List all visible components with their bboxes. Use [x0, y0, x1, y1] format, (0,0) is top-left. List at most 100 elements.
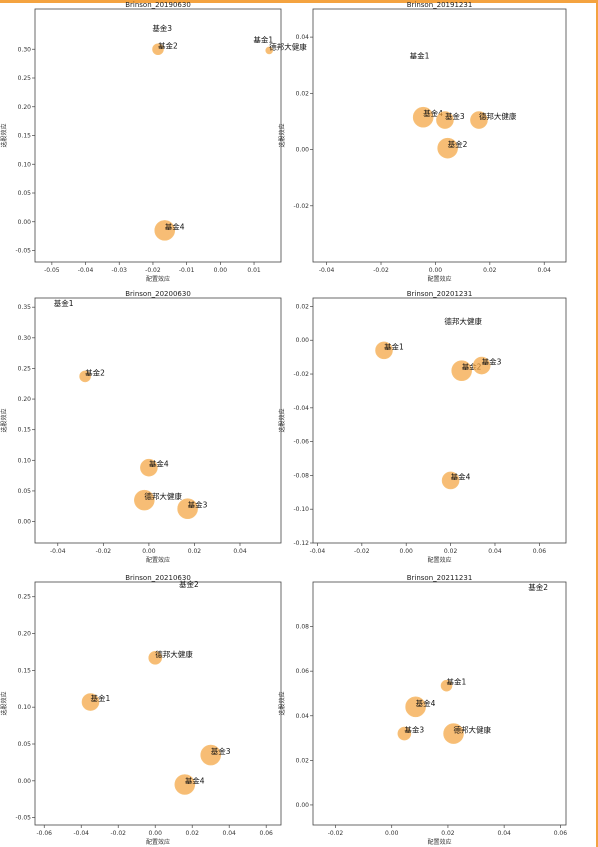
data-point — [441, 471, 460, 490]
data-point-label: 基金1 — [90, 693, 110, 703]
chart-title: Brinson_20210630 — [125, 574, 191, 582]
y-axis-label: 选股效应 — [0, 123, 8, 147]
data-point-label: 基金4 — [451, 471, 471, 481]
y-tick-label: 0.00 — [18, 519, 32, 526]
plot-frame — [312, 297, 567, 544]
x-tick-label: -0.02 — [354, 548, 370, 555]
x-tick-label: 0.01 — [247, 267, 261, 274]
x-tick-label: -0.04 — [319, 267, 335, 274]
data-point-label: 德邦大健康 — [479, 111, 517, 121]
y-tick-label: -0.10 — [293, 506, 309, 513]
x-tick-label: 0.06 — [554, 830, 568, 837]
y-tick-label: 0.25 — [18, 594, 32, 601]
plot-frame — [34, 581, 282, 826]
x-tick-label: 0.00 — [214, 267, 228, 274]
y-tick-label: 0.15 — [18, 667, 32, 674]
x-tick-label: 0.04 — [223, 830, 237, 837]
right-border — [596, 0, 598, 847]
data-point — [405, 696, 426, 718]
chart-panel-4: Brinson_20201231 -0.04 -0.02 0.00 0.02 0.04 0.… — [278, 290, 567, 564]
x-tick-label: 0.04 — [233, 548, 247, 555]
data-point — [174, 774, 196, 795]
y-tick-label: 0.02 — [296, 90, 310, 97]
data-point — [443, 723, 464, 744]
chart-title: Brinson_20211231 — [407, 574, 473, 582]
data-point-label: 基金4 — [165, 221, 185, 231]
x-axis-label: 配置效应 — [427, 556, 451, 564]
x-tick-label: 0.02 — [441, 830, 455, 837]
x-tick-label: 0.04 — [488, 548, 502, 555]
y-tick-label: 0.05 — [18, 488, 32, 495]
data-point-label: 基金3 — [404, 725, 424, 735]
data-point-label: 基金1 — [410, 51, 430, 61]
x-tick-label: -0.03 — [111, 267, 127, 274]
data-point — [470, 111, 488, 129]
data-point-label: 基金4 — [423, 108, 443, 118]
x-tick-label: -0.04 — [50, 548, 66, 555]
y-tick-label: 0.00 — [18, 778, 32, 785]
x-tick-label: 0.02 — [188, 548, 202, 555]
data-point-label: 基金1 — [447, 677, 467, 687]
data-point — [472, 356, 491, 375]
y-tick-label: 0.02 — [296, 303, 310, 310]
x-tick-label: 0.00 — [429, 267, 443, 274]
data-point — [397, 726, 412, 741]
y-tick-label: 0.10 — [18, 161, 32, 168]
y-tick-label: 0.35 — [18, 304, 32, 311]
x-tick-label: 0.06 — [260, 830, 274, 837]
data-point — [437, 137, 458, 159]
x-axis-label: 配置效应 — [146, 275, 170, 283]
data-point — [440, 679, 453, 692]
y-tick-label: -0.06 — [293, 439, 309, 446]
data-point-label: 德邦大健康 — [144, 491, 182, 501]
chart-panel-3: Brinson_20200630 -0.04 -0.02 0.00 0.02 0.04 0.… — [0, 290, 282, 564]
data-point-label: 基金3 — [482, 357, 502, 367]
x-tick-label: -0.05 — [44, 267, 60, 274]
chart-panel-2: Brinson_20191231 -0.04 -0.02 0.00 0.02 0.04 -0… — [278, 1, 567, 283]
x-tick-label: -0.04 — [78, 267, 94, 274]
plot-frame — [312, 581, 567, 826]
data-point — [375, 341, 393, 360]
y-tick-label: 0.30 — [18, 335, 32, 342]
data-point-label: 基金4 — [416, 698, 436, 708]
y-axis-label: 选股效应 — [278, 408, 286, 432]
chart-panel-1: Brinson_20190630 -0.05 -0.04 -0.03 -0.02 -0.0… — [0, 1, 307, 283]
y-tick-label: -0.02 — [293, 203, 309, 210]
data-point-label: 基金2 — [462, 362, 482, 372]
data-point — [79, 370, 91, 383]
y-tick-label: -0.08 — [293, 472, 309, 479]
data-point — [436, 111, 454, 129]
data-point — [148, 651, 163, 665]
y-axis-label: 选股效应 — [278, 691, 286, 715]
chart-title: Brinson_20201231 — [407, 290, 473, 298]
y-tick-label: -0.02 — [293, 371, 309, 378]
x-tick-label: -0.02 — [145, 267, 161, 274]
y-tick-label: 0.04 — [296, 34, 310, 41]
data-point-label: 德邦大健康 — [155, 649, 193, 659]
data-point-label: 基金2 — [85, 367, 105, 377]
y-tick-label: 0.20 — [18, 631, 32, 638]
y-tick-label: 0.20 — [18, 396, 32, 403]
chart-panel-5: Brinson_20210630 -0.06 -0.04 -0.02 0.00 0.02 0… — [0, 574, 282, 846]
data-point-label: 基金3 — [152, 23, 172, 33]
y-tick-label: 0.10 — [18, 457, 32, 464]
y-tick-label: 0.15 — [18, 427, 32, 434]
data-point-label: 基金1 — [253, 35, 273, 45]
data-point-label: 基金1 — [54, 298, 74, 308]
x-axis-label: 配置效应 — [146, 838, 170, 846]
x-tick-label: -0.06 — [36, 830, 52, 837]
x-tick-label: 0.00 — [385, 830, 399, 837]
x-tick-label: -0.02 — [328, 830, 344, 837]
chart-title: Brinson_20190630 — [125, 1, 191, 9]
x-tick-label: 0.02 — [444, 548, 458, 555]
x-tick-label: 0.00 — [149, 830, 163, 837]
plot-frame — [312, 8, 567, 263]
data-point-label: 基金2 — [528, 582, 548, 592]
data-point-label: 德邦大健康 — [269, 41, 307, 51]
y-tick-label: 0.10 — [18, 704, 32, 711]
y-axis-label: 选股效应 — [0, 408, 8, 432]
data-point — [200, 744, 222, 766]
x-tick-label: -0.04 — [73, 830, 89, 837]
data-point-label: 基金3 — [445, 111, 465, 121]
